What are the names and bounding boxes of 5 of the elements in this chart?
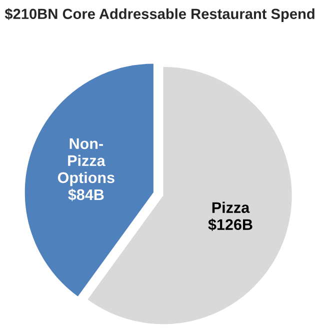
chart-title: $210BN Core Addressable Restaurant Spend (4, 8, 314, 22)
data-label: $126B (208, 218, 252, 231)
data-label: $84B (68, 188, 104, 202)
slice-label: Non- Pizza Options (58, 138, 114, 186)
slice-label: Pizza (212, 202, 250, 213)
